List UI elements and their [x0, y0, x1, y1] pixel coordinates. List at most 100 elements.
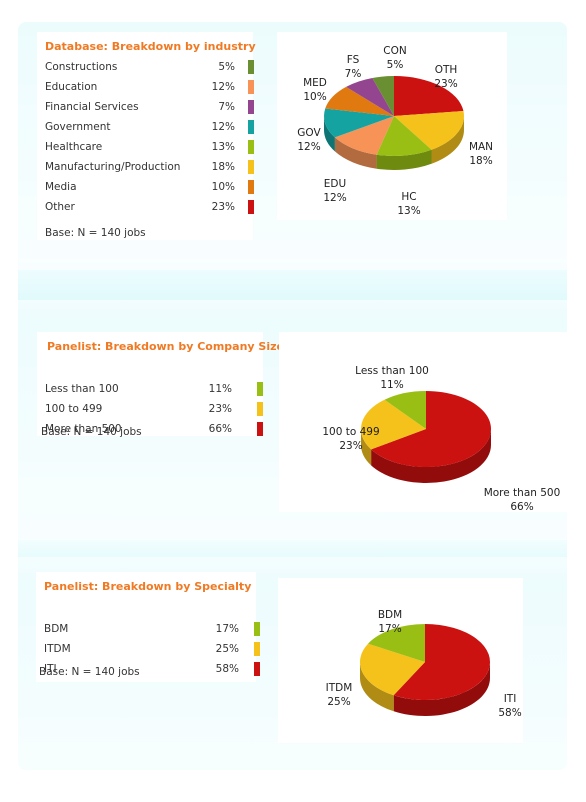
legend-swatch — [248, 140, 254, 154]
pie-slice — [334, 116, 394, 155]
pie-label-value: 12% — [323, 192, 346, 204]
legend-label: Constructions — [45, 61, 118, 73]
pie-slice-side — [431, 116, 464, 164]
pie-label-value: 23% — [434, 78, 457, 90]
pie-slice-side — [334, 137, 377, 169]
pie-slice-side — [371, 429, 491, 483]
pie-label-name: FS — [347, 54, 360, 66]
company-size-legend-card: Panelist: Breakdown by Company Size Less… — [37, 332, 284, 438]
legend-swatch — [257, 382, 263, 396]
legend-swatch — [248, 200, 254, 214]
pie-label-name: EDU — [324, 178, 346, 190]
pie-label-value: 10% — [303, 91, 326, 103]
company-size-pie-chart: Less than 100 11% 100 to 499 23% More than 5… — [279, 332, 569, 513]
legend-swatch — [248, 120, 254, 134]
legend-value: 23% — [211, 201, 235, 213]
pie-slice — [368, 624, 425, 662]
pie-slice-side — [361, 429, 372, 466]
pie-label-name: 100 to 499 — [322, 426, 379, 438]
pie-label-value: 18% — [469, 155, 492, 167]
pie-slice — [360, 643, 425, 696]
pie-label-name: More than 500 — [484, 487, 561, 499]
pie-slice — [324, 108, 394, 138]
pie-slice — [394, 110, 464, 150]
pie-label-name: BDM — [378, 609, 402, 621]
legend-label: Financial Services — [45, 101, 139, 113]
legend-label: Media — [45, 181, 77, 193]
industry-legend-title: Database: Breakdown by industry — [45, 40, 256, 53]
pie-slice — [384, 391, 426, 429]
legend-value: 25% — [215, 643, 239, 655]
pie-label-value: 5% — [387, 59, 404, 71]
legend-swatch — [257, 422, 263, 436]
legend-label: BDM — [44, 623, 69, 635]
legend-value: 23% — [208, 403, 232, 415]
legend-label: Less than 100 — [45, 383, 119, 395]
legend-label: 100 to 499 — [45, 403, 103, 415]
pie-label-value: 7% — [345, 68, 362, 80]
legend-swatch — [254, 662, 260, 676]
legend-label: Manufacturing/Production — [45, 161, 181, 173]
pie-label-value: 17% — [378, 623, 401, 635]
pie-label-name: ITDM — [326, 682, 353, 694]
pie-label-value: 23% — [339, 440, 362, 452]
pie-slice-side — [360, 662, 394, 712]
legend-label: Government — [45, 121, 111, 133]
legend-value: 66% — [208, 423, 232, 435]
pie-slice — [325, 86, 394, 116]
pie-label-value: 13% — [397, 205, 420, 217]
pie-label-name: ITI — [504, 693, 517, 705]
legend-swatch — [254, 622, 260, 636]
pie-slice — [371, 391, 491, 467]
pie-label-name: Less than 100 — [355, 365, 429, 377]
legend-swatch — [248, 180, 254, 194]
legend-swatch — [254, 642, 260, 656]
specialty-base-note: Base: N = 140 jobs — [39, 666, 140, 678]
pie-label-name: OTH — [435, 64, 458, 76]
pie-slice-side — [324, 116, 335, 152]
pie-label-name: MED — [303, 77, 327, 89]
legend-value: 10% — [211, 181, 235, 193]
pie-slice-side — [393, 662, 490, 716]
pie-slice — [346, 77, 394, 116]
legend-value: 58% — [215, 663, 239, 675]
legend-swatch — [257, 402, 263, 416]
pie-label-name: HC — [401, 191, 416, 203]
pie-label-value: 11% — [380, 379, 403, 391]
industry-base-note: Base: N = 140 jobs — [45, 227, 146, 239]
legend-label: Education — [45, 81, 98, 93]
legend-label: Healthcare — [45, 141, 103, 153]
industry-legend-card: Database: Breakdown by industry Construc… — [37, 32, 256, 240]
legend-value: 12% — [211, 81, 235, 93]
pie-slice-side — [376, 149, 432, 170]
specialty-pie-chart: BDM 17% ITDM 25% ITI 58% — [278, 578, 523, 743]
legend-label: ITI — [44, 663, 57, 675]
legend-swatch — [248, 100, 254, 114]
pie-slice — [361, 399, 426, 450]
legend-label: Other — [45, 201, 75, 213]
legend-swatch — [248, 80, 254, 94]
legend-swatch — [248, 60, 254, 74]
specialty-legend-title: Panelist: Breakdown by Specialty — [44, 580, 252, 593]
legend-value: 12% — [211, 121, 235, 133]
legend-label: More than 500 — [45, 423, 122, 435]
pie-label-value: 25% — [327, 696, 350, 708]
legend-value: 13% — [211, 141, 235, 153]
pie-slice — [393, 624, 490, 700]
company-size-base-note: Base: N = 140 jobs — [41, 426, 142, 438]
legend-value: 18% — [211, 161, 235, 173]
legend-value: 17% — [215, 623, 239, 635]
pie-label-value: 66% — [510, 501, 533, 513]
legend-label: ITDM — [44, 643, 71, 655]
company-size-legend-title: Panelist: Breakdown by Company Size — [47, 340, 284, 353]
legend-value: 7% — [218, 101, 235, 113]
industry-pie-chart: CON 5% EDU 12% FS 7% GOV 12% HC 13% MAN 18% MED 10% OT… — [277, 32, 507, 220]
legend-value: 5% — [218, 61, 235, 73]
report-frame: Database: Breakdown by industry Construc… — [18, 22, 569, 770]
legend-swatch — [248, 160, 254, 174]
pie-slice — [376, 116, 432, 156]
pie-label-name: MAN — [469, 141, 493, 153]
pie-label-name: GOV — [297, 127, 321, 139]
pie-label-value: 12% — [297, 141, 320, 153]
specialty-legend-card: Panelist: Breakdown by Specialty BDM 17% I… — [36, 572, 260, 682]
